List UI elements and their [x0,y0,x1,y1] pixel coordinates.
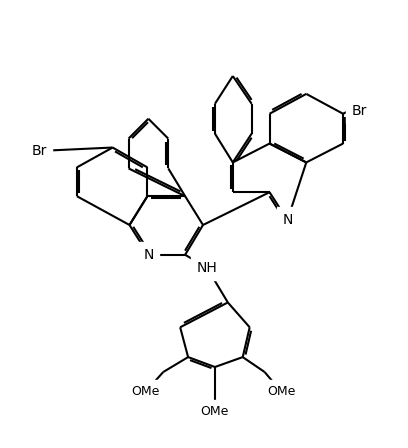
Text: OMe: OMe [267,385,296,398]
Text: Br: Br [31,143,47,158]
Text: N: N [143,248,153,262]
Text: Br: Br [351,104,367,118]
Text: OMe: OMe [201,405,229,418]
Text: N: N [282,213,293,227]
Text: NH: NH [197,261,217,275]
Text: OMe: OMe [131,385,160,398]
